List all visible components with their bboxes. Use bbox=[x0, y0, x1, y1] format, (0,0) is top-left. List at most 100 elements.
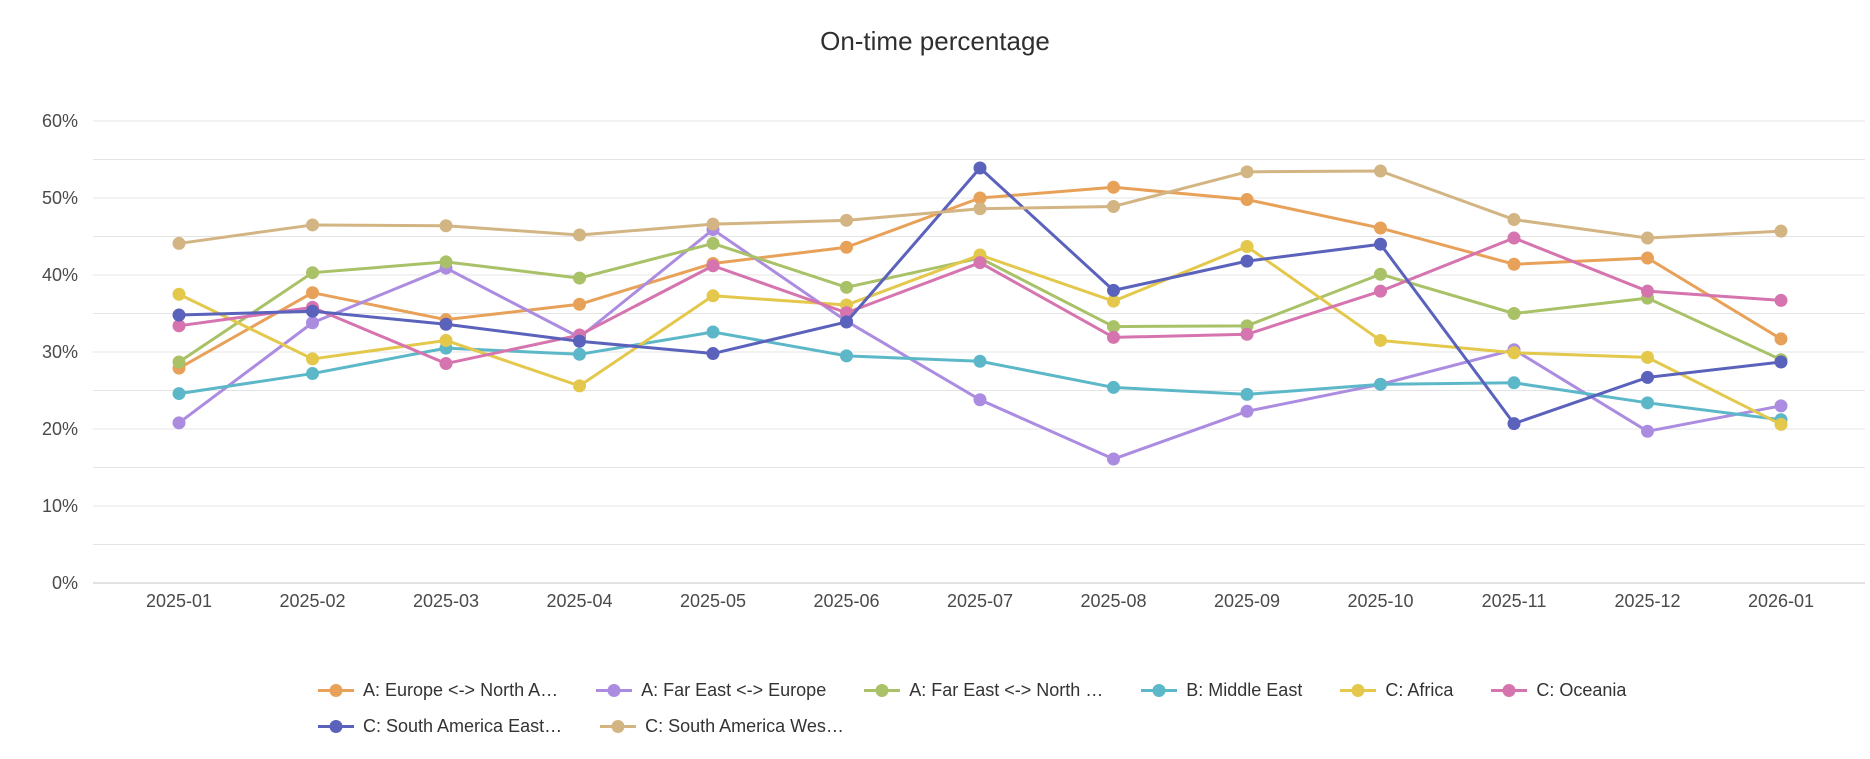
data-point[interactable] bbox=[172, 308, 186, 322]
data-point[interactable] bbox=[306, 316, 319, 330]
data-point[interactable] bbox=[172, 416, 186, 430]
data-point[interactable] bbox=[1641, 370, 1654, 384]
data-point[interactable] bbox=[439, 357, 453, 371]
data-point[interactable] bbox=[1507, 257, 1521, 271]
data-point[interactable] bbox=[306, 218, 319, 232]
data-point[interactable] bbox=[1774, 399, 1788, 413]
legend-item-4[interactable]: C: Africa bbox=[1340, 680, 1453, 701]
x-axis-tick-label: 2025-02 bbox=[279, 591, 345, 611]
data-point[interactable] bbox=[973, 256, 987, 270]
legend-item-5[interactable]: C: Oceania bbox=[1491, 680, 1626, 701]
data-point[interactable] bbox=[573, 297, 586, 311]
data-point[interactable] bbox=[1374, 267, 1387, 281]
data-point[interactable] bbox=[840, 213, 853, 227]
data-point[interactable] bbox=[573, 379, 586, 393]
data-point[interactable] bbox=[1507, 346, 1521, 360]
data-point[interactable] bbox=[1507, 307, 1521, 320]
data-point[interactable] bbox=[840, 349, 853, 363]
data-point[interactable] bbox=[1240, 254, 1254, 268]
data-point[interactable] bbox=[1240, 165, 1254, 179]
data-point[interactable] bbox=[1107, 320, 1120, 334]
data-point[interactable] bbox=[1374, 333, 1387, 347]
data-point[interactable] bbox=[1774, 293, 1788, 307]
data-point[interactable] bbox=[172, 287, 186, 301]
data-point[interactable] bbox=[706, 236, 720, 250]
data-point[interactable] bbox=[306, 286, 319, 300]
data-point[interactable] bbox=[1240, 327, 1254, 341]
data-point[interactable] bbox=[439, 317, 453, 331]
data-point[interactable] bbox=[573, 347, 586, 361]
data-point[interactable] bbox=[973, 191, 987, 205]
data-point[interactable] bbox=[1107, 180, 1120, 194]
data-point[interactable] bbox=[1774, 332, 1788, 346]
data-point[interactable] bbox=[439, 255, 453, 269]
data-point[interactable] bbox=[1374, 164, 1387, 178]
data-point[interactable] bbox=[706, 347, 720, 361]
data-point[interactable] bbox=[573, 271, 586, 285]
data-point[interactable] bbox=[1240, 404, 1254, 418]
data-point[interactable] bbox=[172, 355, 186, 369]
data-point[interactable] bbox=[1240, 240, 1254, 254]
data-point[interactable] bbox=[1641, 231, 1654, 245]
legend-item-0[interactable]: A: Europe <-> North A… bbox=[318, 680, 558, 701]
data-point[interactable] bbox=[1507, 376, 1521, 390]
data-point[interactable] bbox=[1507, 231, 1521, 245]
data-point[interactable] bbox=[706, 259, 720, 273]
legend-item-3[interactable]: B: Middle East bbox=[1141, 680, 1302, 701]
data-point[interactable] bbox=[1107, 330, 1120, 344]
data-point[interactable] bbox=[973, 354, 987, 368]
legend-series-marker-icon bbox=[596, 684, 633, 697]
legend-label: A: Far East <-> North … bbox=[909, 680, 1104, 700]
data-point[interactable] bbox=[1507, 213, 1521, 227]
legend-series-marker-icon bbox=[1491, 684, 1528, 697]
data-point[interactable] bbox=[1107, 283, 1120, 297]
y-axis-tick-label: 10% bbox=[42, 496, 78, 516]
legend-item-1[interactable]: A: Far East <-> Europe bbox=[596, 680, 826, 701]
data-point[interactable] bbox=[573, 334, 586, 348]
data-point[interactable] bbox=[1507, 417, 1521, 431]
data-point[interactable] bbox=[172, 319, 186, 333]
data-point[interactable] bbox=[706, 289, 720, 303]
data-point[interactable] bbox=[1641, 396, 1654, 410]
data-point[interactable] bbox=[306, 352, 319, 366]
data-point[interactable] bbox=[973, 161, 987, 175]
data-point[interactable] bbox=[1107, 294, 1120, 308]
data-point[interactable] bbox=[706, 217, 720, 231]
data-point[interactable] bbox=[1641, 251, 1654, 265]
data-point[interactable] bbox=[1774, 224, 1788, 238]
data-point[interactable] bbox=[1374, 284, 1387, 298]
data-point[interactable] bbox=[1240, 193, 1254, 207]
data-point[interactable] bbox=[306, 367, 319, 381]
data-point[interactable] bbox=[1641, 284, 1654, 298]
data-point[interactable] bbox=[172, 387, 186, 401]
data-point[interactable] bbox=[573, 228, 586, 242]
data-point[interactable] bbox=[1374, 377, 1387, 391]
data-point[interactable] bbox=[840, 315, 853, 329]
data-point[interactable] bbox=[1240, 387, 1254, 401]
plot-area: 0% 10% 20% 30% 40% 50% 60% 2025-01 2025-02 2025-0… bbox=[42, 111, 1865, 611]
legend-item-7[interactable]: C: South America Wes… bbox=[600, 716, 844, 737]
legend-item-2[interactable]: A: Far East <-> North … bbox=[864, 680, 1103, 701]
data-point[interactable] bbox=[1641, 424, 1654, 438]
data-point[interactable] bbox=[172, 236, 186, 250]
data-point[interactable] bbox=[1107, 380, 1120, 394]
legend-label: C: Africa bbox=[1385, 680, 1454, 700]
data-point[interactable] bbox=[306, 304, 319, 318]
data-point[interactable] bbox=[439, 219, 453, 233]
data-point[interactable] bbox=[1641, 350, 1654, 364]
data-point[interactable] bbox=[1774, 355, 1788, 369]
data-point[interactable] bbox=[840, 280, 853, 294]
data-point[interactable] bbox=[840, 240, 853, 254]
data-point[interactable] bbox=[973, 202, 987, 216]
data-point[interactable] bbox=[439, 333, 453, 347]
data-point[interactable] bbox=[1107, 452, 1120, 466]
data-point[interactable] bbox=[1374, 237, 1387, 251]
data-point[interactable] bbox=[1107, 199, 1120, 213]
data-point[interactable] bbox=[973, 393, 987, 407]
data-point[interactable] bbox=[1374, 221, 1387, 235]
data-point[interactable] bbox=[1774, 417, 1788, 431]
legend-item-6[interactable]: C: South America East… bbox=[318, 716, 562, 737]
chart-title: On-time percentage bbox=[820, 26, 1050, 56]
data-point[interactable] bbox=[706, 325, 720, 339]
data-point[interactable] bbox=[306, 266, 319, 280]
